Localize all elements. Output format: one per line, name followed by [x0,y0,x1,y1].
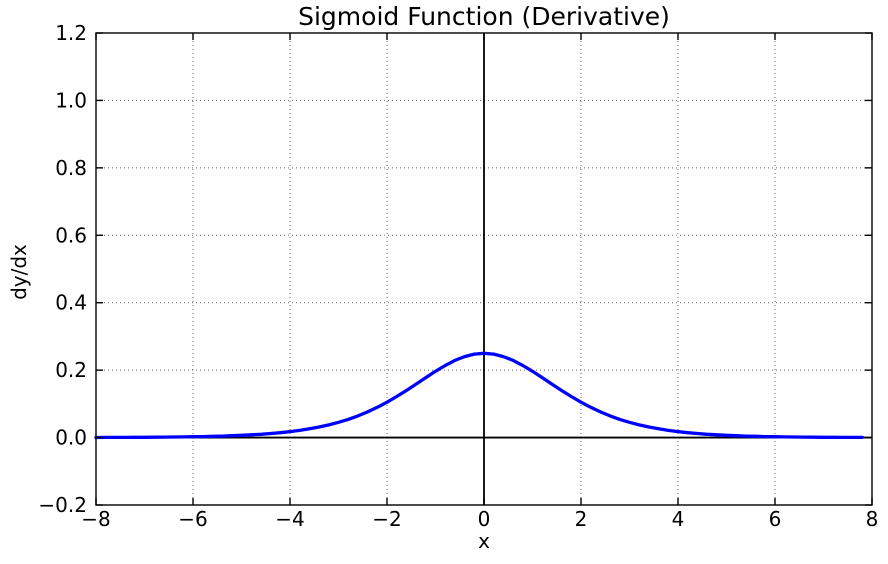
y-tick-label: 0.8 [55,156,87,180]
x-tick-label: 8 [866,507,879,531]
y-tick-label: 1.0 [55,88,87,112]
x-tick-label: −4 [275,507,304,531]
x-tick-label: −8 [81,507,110,531]
x-tick-label: −2 [372,507,401,531]
y-tick-label: 0.4 [55,291,87,315]
x-tick-label: 6 [769,507,782,531]
sigmoid-derivative-curve [94,351,864,440]
chart-title: Sigmoid Function (Derivative) [298,2,670,31]
x-tick-label: 2 [575,507,588,531]
x-tick-label: −6 [178,507,207,531]
x-tick-label: 4 [672,507,685,531]
y-tick-label: 1.2 [55,21,87,45]
y-tick-label: −0.2 [38,493,87,517]
x-axis-label: x [478,529,490,553]
y-tick-label: 0.0 [55,426,87,450]
x-tick-label: 0 [478,507,491,531]
y-tick-label: 0.2 [55,358,87,382]
y-tick-label: 0.6 [55,223,87,247]
